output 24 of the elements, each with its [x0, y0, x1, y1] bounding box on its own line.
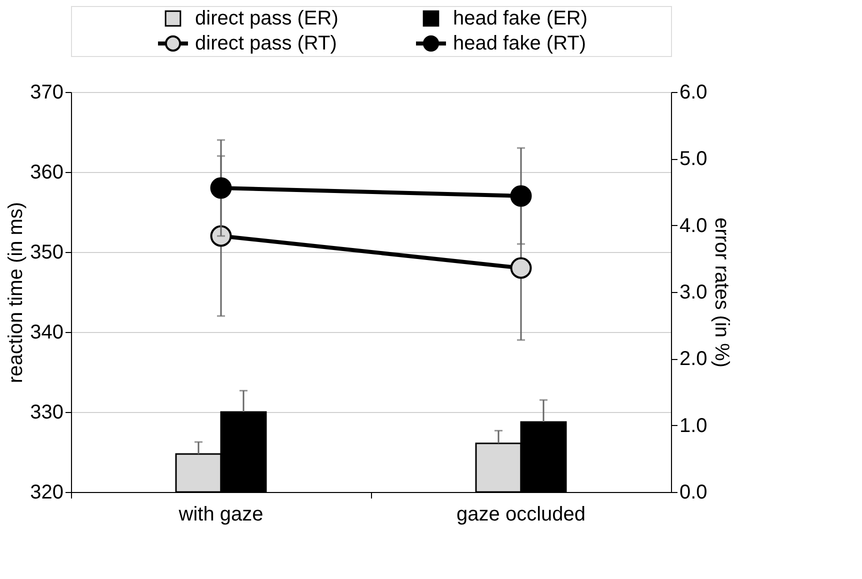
y-tick-label: 350 — [30, 242, 64, 264]
y-tick-label: 340 — [30, 322, 64, 344]
point — [210, 177, 232, 199]
point — [510, 185, 532, 207]
x-tick-label: gaze occluded — [456, 504, 586, 526]
y-tick-label: 360 — [30, 162, 64, 184]
y-tick-label: 370 — [30, 82, 64, 104]
y2-tick-label: 0.0 — [680, 482, 708, 504]
point — [510, 257, 532, 279]
y2-tick-label: 6.0 — [680, 82, 708, 104]
y2-tick-label: 2.0 — [680, 348, 708, 370]
y2-tick-label: 5.0 — [680, 148, 708, 170]
legend-label: head fake (ER) — [453, 8, 588, 30]
legend-label: head fake (RT) — [453, 32, 586, 54]
x-tick-label: with gaze — [178, 504, 264, 526]
y-tick-label: 320 — [30, 482, 64, 504]
y-axis-title: reaction time (in ms) — [5, 202, 28, 384]
y2-axis-title: error rates (in %) — [710, 217, 732, 368]
y-tick-label: 330 — [30, 402, 64, 424]
y2-tick-label: 1.0 — [680, 414, 708, 437]
legend-label: direct pass (RT) — [195, 32, 337, 54]
legend-label: direct pass (ER) — [195, 8, 338, 30]
y2-tick-label: 3.0 — [680, 282, 708, 304]
y2-tick-label: 4.0 — [680, 214, 708, 237]
